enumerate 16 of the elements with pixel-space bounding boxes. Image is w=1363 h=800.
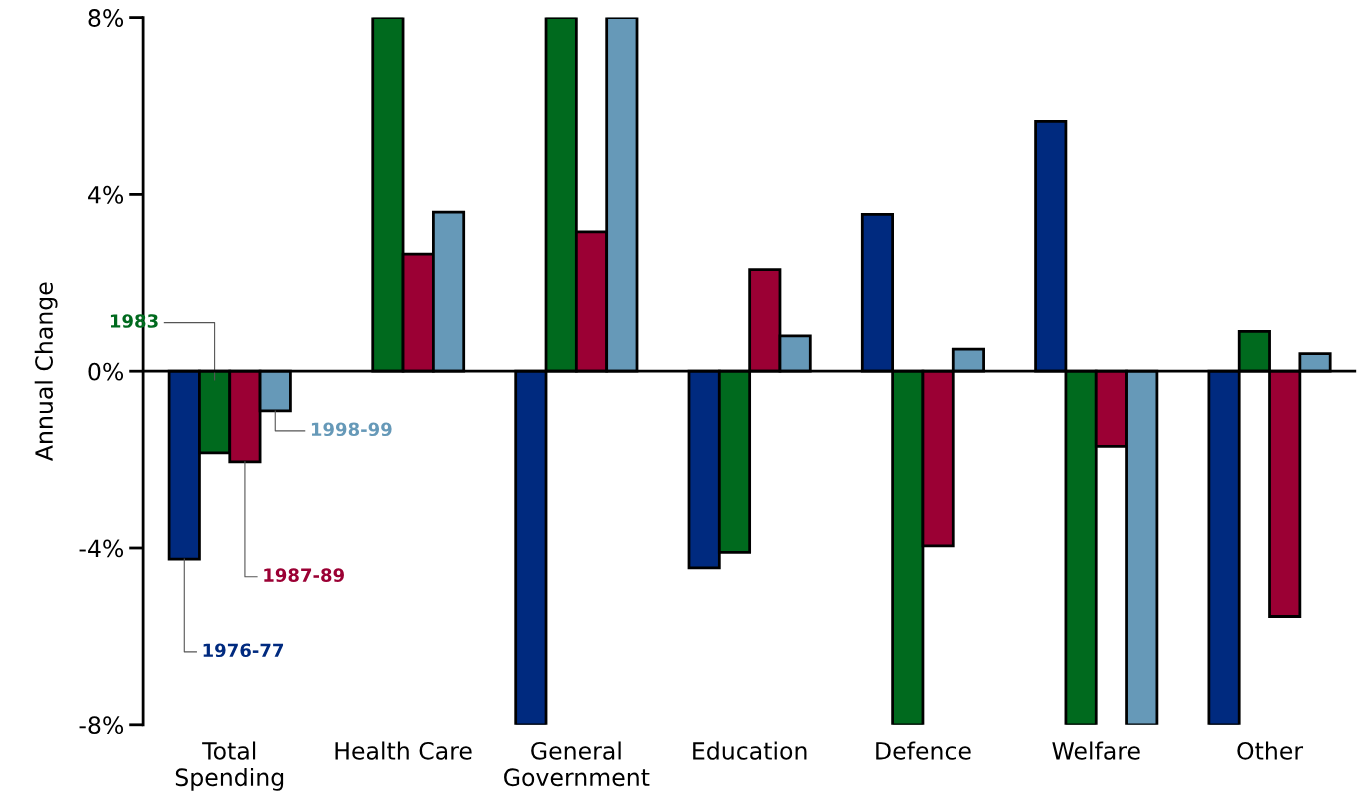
- x-tick-label: Other: [1237, 741, 1304, 760]
- y-tick-label: 4%: [88, 185, 124, 204]
- x-tick-label: Welfare: [1052, 741, 1140, 760]
- x-tick-label: General Government: [504, 741, 650, 787]
- x-tick-label: Education: [693, 741, 807, 760]
- y-axis-title: Annual Change: [34, 282, 58, 461]
- y-tick-label: 0%: [88, 362, 124, 381]
- y-tick-label: 8%: [88, 9, 124, 27]
- x-tick-label: Health Care: [335, 741, 472, 760]
- x-tick-label: Defence: [876, 741, 971, 760]
- text: 1976-77: [203, 643, 284, 658]
- text: 1987-89: [264, 568, 344, 582]
- y-tick-label: -4%: [79, 539, 124, 558]
- series-label: 1998-99: [311, 422, 392, 437]
- y-tick-label: -8%: [79, 716, 124, 735]
- x-tick-label: Total Spending: [175, 741, 284, 791]
